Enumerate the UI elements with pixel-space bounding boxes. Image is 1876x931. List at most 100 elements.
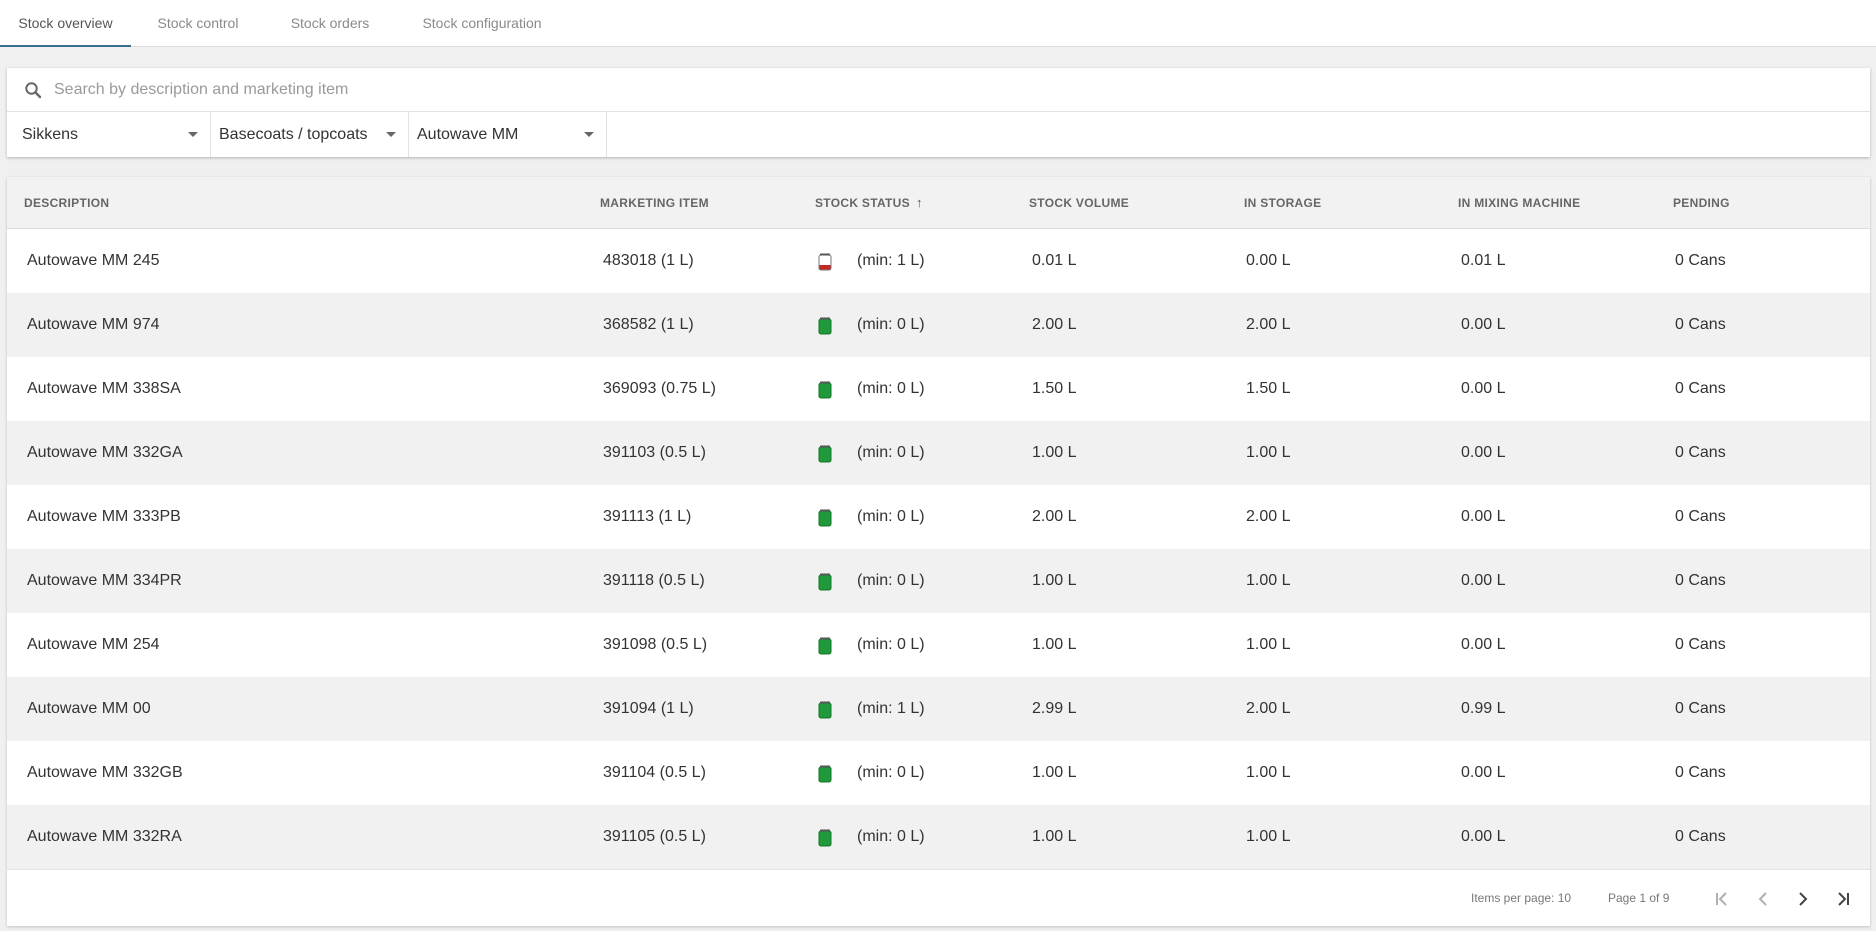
- cell-marketing-item: 483018 (1 L): [603, 252, 694, 269]
- cell-pending: 0 Cans: [1675, 444, 1726, 461]
- column-header-in-mixing-machine[interactable]: IN MIXING MACHINE: [1458, 196, 1581, 210]
- cell-stock-volume: 1.50 L: [1032, 380, 1077, 397]
- page-info: Page 1 of 9: [1608, 891, 1670, 905]
- cell-description: Autowave MM 332GA: [27, 444, 183, 461]
- table-row[interactable]: Autowave MM 332GB 391104 (0.5 L) (min: 0 L…: [7, 741, 1870, 805]
- tab-stock-orders[interactable]: Stock orders: [290, 15, 370, 31]
- filter-panel: Sikkens Basecoats / topcoats Autowave MM: [7, 68, 1870, 157]
- category-select[interactable]: Basecoats / topcoats: [211, 112, 409, 157]
- arrow-up-icon: ↑: [915, 195, 923, 210]
- table-row[interactable]: Autowave MM 254 391098 (0.5 L) (min: 0 L) 1…: [7, 613, 1870, 677]
- cell-in-mixing-machine: 0.00 L: [1461, 316, 1506, 333]
- cell-in-mixing-machine: 0.00 L: [1461, 444, 1506, 461]
- cell-pending: 0 Cans: [1675, 636, 1726, 653]
- cell-stock-status-min: (min: 1 L): [857, 252, 925, 269]
- column-header-marketing-item[interactable]: MARKETING ITEM: [600, 196, 709, 210]
- previous-page-icon[interactable]: [1752, 888, 1774, 910]
- cell-stock-volume: 0.01 L: [1032, 252, 1077, 269]
- column-header-description[interactable]: DESCRIPTION: [24, 196, 110, 210]
- column-header-pending[interactable]: PENDING: [1673, 196, 1730, 210]
- column-header-stock-status[interactable]: STOCK STATUS ↑: [815, 177, 923, 229]
- cell-stock-volume: 1.00 L: [1032, 828, 1077, 845]
- can-in-stock-icon: [818, 829, 832, 847]
- cell-stock-volume: 2.00 L: [1032, 316, 1077, 333]
- cell-description: Autowave MM 00: [27, 700, 151, 717]
- cell-pending: 0 Cans: [1675, 316, 1726, 333]
- table-row[interactable]: Autowave MM 974 368582 (1 L) (min: 0 L) 2.0…: [7, 293, 1870, 357]
- items-per-page[interactable]: Items per page: 10: [1471, 891, 1572, 905]
- cell-stock-volume: 1.00 L: [1032, 636, 1077, 653]
- cell-stock-status-min: (min: 0 L): [857, 828, 925, 845]
- cell-pending: 0 Cans: [1675, 828, 1726, 845]
- cell-stock-volume: 1.00 L: [1032, 764, 1077, 781]
- search-row: [7, 68, 1870, 112]
- cell-in-storage: 1.00 L: [1246, 444, 1291, 461]
- cell-in-storage: 1.00 L: [1246, 764, 1291, 781]
- table-row[interactable]: Autowave MM 334PR 391118 (0.5 L) (min: 0 L…: [7, 549, 1870, 613]
- tab-stock-control[interactable]: Stock control: [157, 15, 239, 31]
- tab-stock-overview[interactable]: Stock overview: [0, 0, 131, 47]
- cell-pending: 0 Cans: [1675, 764, 1726, 781]
- cell-description: Autowave MM 254: [27, 636, 160, 653]
- category-select-value: Basecoats / topcoats: [219, 126, 368, 143]
- column-header-in-storage[interactable]: IN STORAGE: [1244, 196, 1322, 210]
- cell-stock-status-min: (min: 0 L): [857, 316, 925, 333]
- cell-pending: 0 Cans: [1675, 700, 1726, 717]
- cell-marketing-item: 391104 (0.5 L): [603, 764, 706, 781]
- next-page-icon[interactable]: [1792, 888, 1814, 910]
- cell-in-storage: 0.00 L: [1246, 252, 1291, 269]
- cell-stock-status-min: (min: 0 L): [857, 380, 925, 397]
- cell-in-mixing-machine: 0.00 L: [1461, 380, 1506, 397]
- cell-stock-status-min: (min: 0 L): [857, 572, 925, 589]
- cell-description: Autowave MM 332RA: [27, 828, 182, 845]
- cell-description: Autowave MM 334PR: [27, 572, 182, 589]
- table-row[interactable]: Autowave MM 332RA 391105 (0.5 L) (min: 0 L…: [7, 805, 1870, 869]
- cell-stock-volume: 1.00 L: [1032, 572, 1077, 589]
- table-row[interactable]: Autowave MM 333PB 391113 (1 L) (min: 0 L) 2…: [7, 485, 1870, 549]
- cell-description: Autowave MM 974: [27, 316, 160, 333]
- column-header-stock-volume[interactable]: STOCK VOLUME: [1029, 196, 1130, 210]
- cell-in-mixing-machine: 0.99 L: [1461, 700, 1506, 717]
- cell-in-mixing-machine: 0.00 L: [1461, 508, 1506, 525]
- cell-marketing-item: 369093 (0.75 L): [603, 380, 716, 397]
- can-in-stock-icon: [818, 765, 832, 783]
- cell-pending: 0 Cans: [1675, 252, 1726, 269]
- cell-stock-status-min: (min: 0 L): [857, 508, 925, 525]
- cell-description: Autowave MM 333PB: [27, 508, 181, 525]
- first-page-icon[interactable]: [1711, 888, 1733, 910]
- product-select[interactable]: Autowave MM: [409, 112, 607, 157]
- stock-table: DESCRIPTION MARKETING ITEM STOCK STATUS ↑…: [7, 177, 1870, 926]
- cell-stock-status-min: (min: 1 L): [857, 700, 925, 717]
- cell-marketing-item: 368582 (1 L): [603, 316, 694, 333]
- cell-pending: 0 Cans: [1675, 380, 1726, 397]
- cell-in-mixing-machine: 0.00 L: [1461, 828, 1506, 845]
- can-in-stock-icon: [818, 317, 832, 335]
- cell-in-storage: 1.50 L: [1246, 380, 1291, 397]
- chevron-down-icon: [386, 132, 396, 137]
- cell-stock-status-min: (min: 0 L): [857, 636, 925, 653]
- table-row[interactable]: Autowave MM 245 483018 (1 L) (min: 1 L) 0.0…: [7, 229, 1870, 293]
- cell-description: Autowave MM 338SA: [27, 380, 181, 397]
- brand-select[interactable]: Sikkens: [7, 112, 211, 157]
- cell-marketing-item: 391103 (0.5 L): [603, 444, 706, 461]
- can-in-stock-icon: [818, 701, 832, 719]
- pagination-bar: Items per page: 10 Page 1 of 9: [7, 869, 1870, 926]
- table-row[interactable]: Autowave MM 00 391094 (1 L) (min: 1 L) 2.99…: [7, 677, 1870, 741]
- cell-in-storage: 1.00 L: [1246, 828, 1291, 845]
- search-icon: [25, 82, 42, 99]
- can-in-stock-icon: [818, 381, 832, 399]
- can-in-stock-icon: [818, 509, 832, 527]
- can-in-stock-icon: [818, 637, 832, 655]
- last-page-icon[interactable]: [1832, 888, 1854, 910]
- tab-stock-configuration[interactable]: Stock configuration: [422, 15, 542, 31]
- can-in-stock-icon: [818, 445, 832, 463]
- cell-in-mixing-machine: 0.00 L: [1461, 764, 1506, 781]
- cell-in-mixing-machine: 0.00 L: [1461, 636, 1506, 653]
- cell-in-storage: 1.00 L: [1246, 636, 1291, 653]
- table-row[interactable]: Autowave MM 332GA 391103 (0.5 L) (min: 0 L…: [7, 421, 1870, 485]
- table-row[interactable]: Autowave MM 338SA 369093 (0.75 L) (min: 0 …: [7, 357, 1870, 421]
- cell-marketing-item: 391094 (1 L): [603, 700, 694, 717]
- search-input[interactable]: [54, 68, 1834, 111]
- cell-in-storage: 1.00 L: [1246, 572, 1291, 589]
- cell-stock-status-min: (min: 0 L): [857, 764, 925, 781]
